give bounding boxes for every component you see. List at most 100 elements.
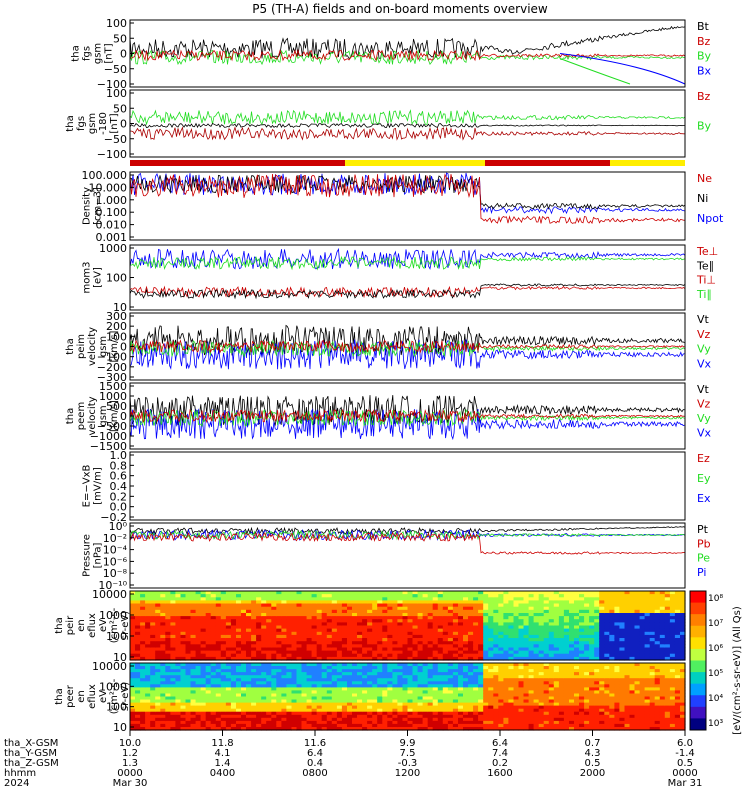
spectrogram-cell [634, 625, 641, 630]
spectrogram-cell [135, 684, 141, 688]
spectrogram-cell [442, 622, 449, 627]
panel-frame [129, 244, 686, 311]
spectrogram-cell [175, 634, 181, 639]
spectrogram-cell [614, 720, 620, 725]
spectrogram-cell [145, 696, 151, 701]
spectrogram-cell [336, 702, 343, 707]
spectrogram-cell [246, 727, 252, 731]
spectrogram-cell [518, 699, 525, 704]
spectrogram-cell [523, 672, 530, 676]
spectrogram-cell [574, 616, 580, 620]
spectrogram-cell [579, 641, 585, 645]
spectrogram-cell [478, 702, 484, 707]
spectrogram-cell [311, 641, 318, 645]
spectrogram-cell [336, 727, 343, 731]
spectrogram-cell [220, 708, 227, 713]
spectrogram-cell [251, 609, 257, 614]
spectrogram-cell [251, 641, 257, 645]
spectrogram-cell [654, 717, 661, 722]
spectrogram-cell [644, 600, 651, 605]
spectrogram-cell [543, 720, 550, 725]
y-tick-label: 10⁻⁸ [103, 567, 128, 580]
spectrogram-cell [584, 591, 590, 595]
spectrogram-cell [326, 711, 333, 716]
spectrogram-cell [659, 723, 666, 728]
spectrogram-cell [503, 647, 509, 652]
spectrogram-cell [584, 669, 590, 673]
spectrogram-cell [210, 714, 217, 719]
spectrogram-cell [483, 669, 489, 673]
spectrogram-cell [246, 613, 252, 617]
spectrogram-cell [210, 702, 217, 707]
spectrogram-cell [654, 613, 661, 617]
spectrogram-cell [215, 678, 222, 682]
spectrogram-cell [553, 597, 560, 601]
spectrogram-cell [498, 647, 504, 652]
spectrogram-cell [609, 653, 615, 658]
spectrogram-cell [286, 720, 292, 725]
spectrogram-cell [291, 663, 298, 667]
spectrogram-cell [180, 684, 187, 688]
spectrogram-cell [236, 603, 242, 608]
spectrogram-cell [397, 619, 403, 623]
spectrogram-cell [397, 622, 403, 627]
spectrogram-cell [130, 666, 136, 670]
spectrogram-cell [135, 603, 141, 608]
spectrogram-cell [584, 616, 590, 620]
spectrogram-cell [548, 613, 555, 617]
y-tick-label: 10⁻⁶ [103, 555, 128, 568]
spectrogram-cell [503, 609, 509, 614]
spectrogram-cell [377, 714, 383, 719]
spectrogram-cell [205, 625, 212, 630]
spectrogram-cell [180, 681, 187, 685]
spectrogram-cell [452, 644, 459, 648]
spectrogram-cell [190, 650, 197, 655]
spectrogram-cell [316, 647, 323, 652]
spectrogram-cell [387, 597, 393, 601]
spectrogram-cell [488, 650, 494, 655]
spectrogram-cell [478, 684, 484, 688]
spectrogram-cell [180, 702, 187, 707]
spectrogram-cell [306, 644, 313, 648]
spectrogram-cell [205, 644, 212, 648]
spectrogram-cell [488, 619, 494, 623]
spectrogram-cell [185, 613, 192, 617]
spectrogram-cell [422, 600, 429, 605]
spectrogram-cell [296, 631, 303, 636]
spectrogram-cell [629, 702, 636, 707]
spectrogram-cell [553, 711, 560, 716]
spectrogram-cell [205, 606, 212, 611]
y-tick-label: 200 [106, 320, 127, 333]
spectrogram-cell [498, 714, 504, 719]
spectrogram-cell [185, 650, 192, 655]
spectrogram-cell [336, 669, 343, 673]
spectrogram-cell [463, 609, 469, 614]
spectrogram-cell [558, 717, 565, 722]
spectrogram-cell [594, 711, 600, 716]
spectrogram-cell [205, 650, 212, 655]
spectrogram-cell [210, 597, 217, 601]
spectrogram-cell [473, 653, 479, 658]
spectrogram-cell [341, 641, 348, 645]
spectrogram-cell [452, 702, 459, 707]
spectrogram-cell [165, 711, 171, 716]
spectrogram-cell [614, 663, 620, 667]
spectrogram-cell [256, 699, 262, 704]
spectrogram-cell [483, 696, 489, 701]
spectrogram-cell [397, 631, 403, 636]
spectrogram-cell [584, 603, 590, 608]
spectrogram-cell [352, 625, 358, 630]
spectrogram-cell [442, 684, 449, 688]
spectrogram-cell [478, 613, 484, 617]
spectrogram-cell [387, 693, 393, 698]
spectrogram-cell [220, 684, 227, 688]
spectrogram-cell [569, 696, 575, 701]
spectrogram-cell [347, 669, 353, 673]
spectrogram-cell [251, 634, 257, 639]
spectrogram-cell [271, 702, 277, 707]
spectrogram-cell [246, 684, 252, 688]
spectrogram-cell [558, 678, 565, 682]
spectrogram-cell [528, 675, 535, 679]
y-tick-label: −0.2 [100, 511, 127, 524]
spectrogram-cell [604, 619, 610, 623]
